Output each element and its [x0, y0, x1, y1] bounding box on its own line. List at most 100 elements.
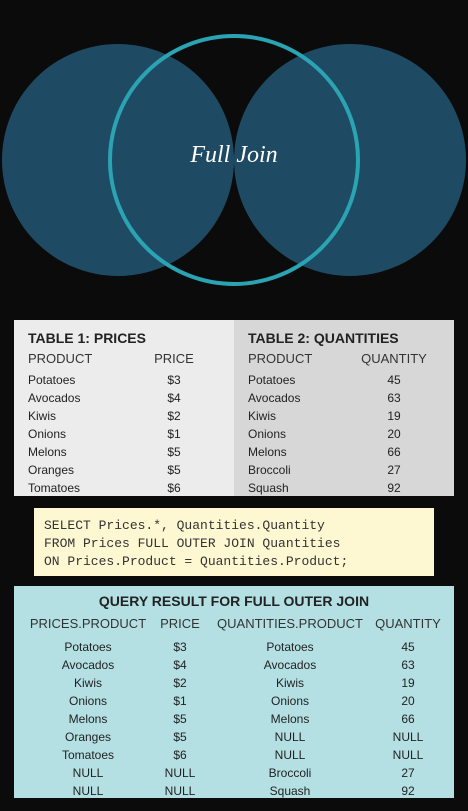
- sql-line: ON Prices.Product = Quantities.Product;: [44, 554, 349, 569]
- cell-prices-product: Potatoes: [64, 640, 112, 654]
- cell-product: Avocados: [28, 391, 81, 405]
- cell-quantity: 27: [401, 766, 415, 780]
- sql-query-box: SELECT Prices.*, Quantities.Quantity FRO…: [34, 508, 434, 576]
- cell-prices-product: Onions: [68, 694, 108, 708]
- cell-price: $5: [167, 463, 181, 477]
- table-row: NULL NULL Broccoli 27: [14, 764, 454, 782]
- cell-price: $2: [173, 676, 187, 690]
- quantities-table-header: PRODUCT QUANTITY: [248, 350, 454, 368]
- table-row: Tomatoes $6: [28, 479, 234, 497]
- cell-quantity: 20: [387, 427, 401, 441]
- cell-quantity: 66: [401, 712, 415, 726]
- cell-quantity: 19: [401, 676, 415, 690]
- cell-price: $5: [167, 445, 181, 459]
- cell-quantity: 27: [387, 463, 401, 477]
- cell-prices-product: Kiwis: [73, 676, 102, 690]
- venn-right-outline: [233, 34, 360, 286]
- cell-price: $5: [173, 712, 187, 726]
- table-row: Melons $5 Melons 66: [14, 710, 454, 728]
- table-row: Melons $5: [28, 443, 234, 461]
- quantities-table: TABLE 2: QUANTITIES PRODUCT QUANTITY Pot…: [234, 320, 454, 496]
- query-result-table: QUERY RESULT FOR FULL OUTER JOIN PRICES.…: [14, 586, 454, 798]
- cell-product: Avocados: [248, 391, 301, 405]
- venn-left-outline: [108, 34, 235, 286]
- cell-price: $6: [173, 748, 187, 762]
- cell-quantity: 20: [401, 694, 415, 708]
- cell-prices-product: Melons: [68, 712, 108, 726]
- quantities-table-title: TABLE 2: QUANTITIES: [248, 330, 399, 346]
- cell-product: Potatoes: [248, 373, 296, 387]
- table-row: NULL NULL Squash 92: [14, 782, 454, 800]
- cell-price: $3: [167, 373, 181, 387]
- cell-price: $2: [167, 409, 181, 423]
- table-row: Oranges $5: [28, 461, 234, 479]
- table-row: Oranges $5 NULL NULL: [14, 728, 454, 746]
- cell-prices-product: Tomatoes: [61, 748, 115, 762]
- cell-product: Onions: [28, 427, 67, 441]
- header-quantity: QUANTITY: [361, 351, 427, 366]
- cell-product: Oranges: [28, 463, 75, 477]
- cell-product: Potatoes: [28, 373, 76, 387]
- venn-diagram: [2, 34, 466, 286]
- cell-product: Kiwis: [248, 409, 277, 423]
- cell-quantities-product: Onions: [270, 694, 310, 708]
- cell-prices-product: Avocados: [61, 658, 115, 672]
- table-row: Potatoes 45: [248, 371, 454, 389]
- venn-left-circle: [2, 44, 234, 276]
- table-row: Avocados 63: [248, 389, 454, 407]
- table-row: Avocados $4 Avocados 63: [14, 656, 454, 674]
- cell-price: $1: [173, 694, 187, 708]
- cell-quantities-product: Melons: [270, 712, 310, 726]
- header-price: PRICE: [154, 351, 194, 366]
- table-row: Broccoli 27: [248, 461, 454, 479]
- prices-table-header: PRODUCT PRICE: [28, 350, 234, 368]
- sql-line: FROM Prices FULL OUTER JOIN Quantities: [44, 536, 341, 551]
- table-row: Onions $1 Onions 20: [14, 692, 454, 710]
- cell-price: $1: [167, 427, 181, 441]
- cell-price: $4: [167, 391, 181, 405]
- cell-quantities-product: NULL: [274, 748, 306, 762]
- table-row: Melons 66: [248, 443, 454, 461]
- cell-product: Squash: [248, 481, 289, 495]
- cell-quantity: 66: [387, 445, 401, 459]
- table-row: Tomatoes $6 NULL NULL: [14, 746, 454, 764]
- table-row: Kiwis $2 Kiwis 19: [14, 674, 454, 692]
- query-result-title: QUERY RESULT FOR FULL OUTER JOIN: [98, 593, 370, 609]
- prices-table: TABLE 1: PRICES PRODUCT PRICE Potatoes $3…: [14, 320, 234, 496]
- header-product: PRODUCT: [28, 351, 93, 366]
- cell-price: NULL: [164, 766, 196, 780]
- header-product: PRODUCT: [248, 351, 313, 366]
- cell-price: $5: [173, 730, 187, 744]
- cell-quantities-product: Kiwis: [275, 676, 304, 690]
- sql-line: SELECT Prices.*, Quantities.Quantity: [44, 518, 325, 533]
- header-quantities-product: QUANTITIES.PRODUCT: [217, 616, 363, 631]
- cell-prices-product: Oranges: [64, 730, 112, 744]
- cell-product: Melons: [248, 445, 287, 459]
- cell-quantities-product: Potatoes: [266, 640, 314, 654]
- cell-price: $4: [173, 658, 187, 672]
- cell-prices-product: NULL: [72, 766, 104, 780]
- cell-price: NULL: [164, 784, 196, 798]
- cell-quantity: NULL: [392, 748, 424, 762]
- table-row: Kiwis 19: [248, 407, 454, 425]
- prices-table-title: TABLE 1: PRICES: [28, 330, 146, 346]
- cell-product: Kiwis: [28, 409, 57, 423]
- header-quantity: QUANTITY: [375, 616, 441, 631]
- table-row: Potatoes $3 Potatoes 45: [14, 638, 454, 656]
- cell-quantities-product: Avocados: [263, 658, 317, 672]
- cell-prices-product: NULL: [72, 784, 104, 798]
- cell-quantity: 45: [401, 640, 415, 654]
- table-row: Onions $1: [28, 425, 234, 443]
- table-row: Onions 20: [248, 425, 454, 443]
- cell-product: Melons: [28, 445, 67, 459]
- cell-quantity: 63: [387, 391, 401, 405]
- cell-price: $3: [173, 640, 187, 654]
- cell-quantity: 19: [387, 409, 401, 423]
- cell-quantity: 45: [387, 373, 401, 387]
- cell-price: $6: [167, 481, 181, 495]
- cell-quantities-product: NULL: [274, 730, 306, 744]
- cell-quantities-product: Broccoli: [268, 766, 312, 780]
- cell-product: Tomatoes: [28, 481, 81, 495]
- table-row: Squash 92: [248, 479, 454, 497]
- query-result-header: PRICES.PRODUCT PRICE QUANTITIES.PRODUCT …: [14, 616, 454, 636]
